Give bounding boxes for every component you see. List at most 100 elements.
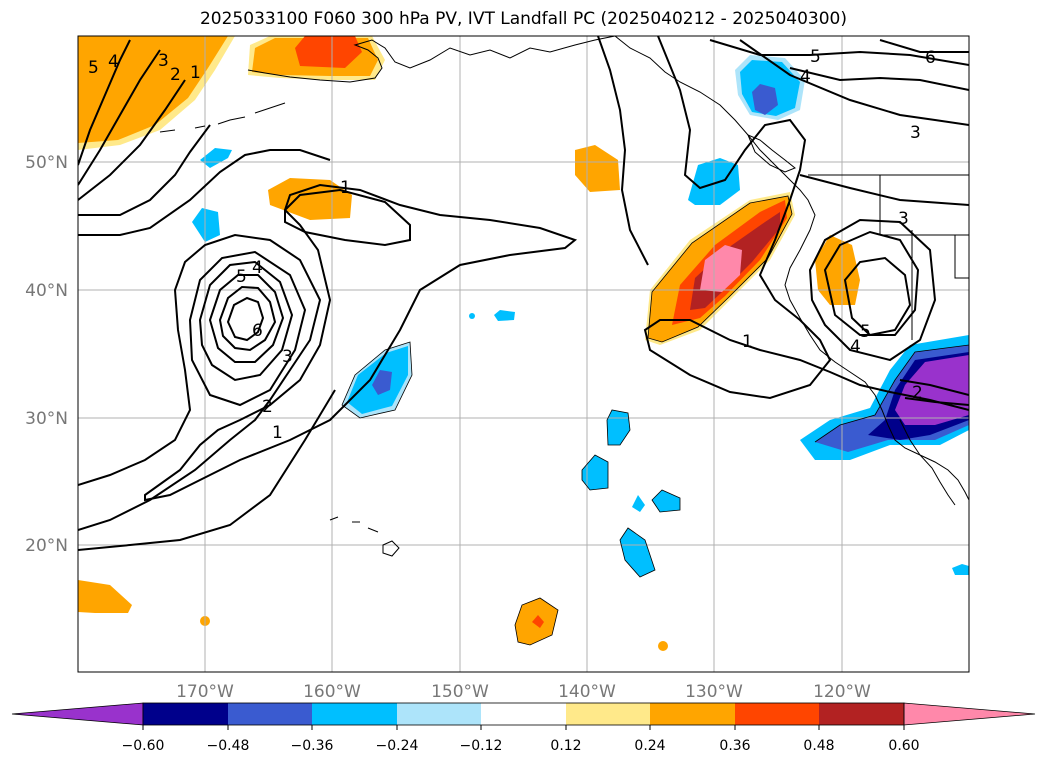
shade-pos-east-small (575, 145, 620, 192)
lon-label-170w: 170°W (176, 682, 234, 702)
outline-island-1 (606, 409, 631, 446)
colorbar-swatch-8 (735, 703, 819, 725)
contour-pv-1-central-lobe (144, 183, 578, 502)
contour-label-central-1: 1 (340, 178, 351, 198)
contour-pv-ring-4 (208, 274, 285, 363)
contour-label-ring-2: 2 (262, 397, 273, 417)
gridlines (78, 36, 969, 672)
shade-neg-island-2 (582, 455, 608, 490)
contour-labels: 5 4 3 2 1 1 5 4 6 3 2 1 5 4 6 3 3 1 5 4 … (88, 47, 936, 443)
contour-pv-east-3 (739, 39, 969, 126)
contour-label-nw-3: 3 (158, 51, 169, 71)
contour-label-east-3b: 3 (898, 209, 909, 229)
contour-label-ring-1: 1 (272, 423, 283, 443)
contour-label-ring-3: 3 (282, 347, 293, 367)
coast-baja (899, 419, 956, 506)
colorbar-label-4: −0.24 (376, 738, 419, 754)
shade-neg-island-3 (620, 528, 655, 577)
shade-neg-mid-blob (494, 310, 515, 321)
shade-pos-south-red (532, 615, 544, 628)
outline-ar (647, 195, 793, 343)
contour-label-ring-6: 6 (252, 321, 263, 341)
contour-label-nw-1: 1 (190, 63, 201, 83)
shading-outlines (341, 195, 969, 646)
contour-label-nw-2: 2 (170, 65, 181, 85)
lon-label-160w: 160°W (303, 682, 361, 702)
contour-label-nw-4: 4 (108, 52, 119, 72)
colorbar-label-5: −0.12 (460, 738, 503, 754)
shade-pos-midwest (268, 178, 352, 220)
colorbar-label-9: 0.48 (803, 738, 834, 754)
lat-label-50n: 50°N (25, 153, 68, 173)
contour-pv-east-3b (799, 174, 969, 206)
contour-pv-3 (78, 79, 186, 201)
colorbar-label-3: −0.36 (291, 738, 334, 754)
contour-pv-low-1 (78, 233, 322, 531)
shade-neg-island-1 (607, 410, 630, 445)
lon-label-120w: 120°W (813, 682, 871, 702)
outline-mid-pacific (341, 341, 413, 419)
colorbar-label-7: 0.24 (634, 738, 665, 754)
contour-pv-east-ring-1 (808, 218, 937, 362)
shade-pos-california (815, 235, 860, 305)
lat-label-20n: 20°N (25, 536, 68, 556)
colorbar-label-10: 0.60 (888, 738, 919, 754)
contour-pv-ring-5 (218, 285, 277, 352)
coast-alaska-south (247, 36, 616, 83)
outline-sw-ar (814, 344, 969, 443)
map-title: 2025033100 F060 300 hPa PV, IVT Landfall… (199, 9, 847, 29)
colorbar-ticks (142, 725, 905, 730)
contour-label-east-2: 2 (912, 383, 923, 403)
shade-pos-nw-corner-core (78, 36, 228, 143)
contour-pv-ring-3 (198, 260, 294, 382)
colorbar: −0.60 −0.48 −0.36 −0.24 −0.12 0.12 0.24 … (11, 702, 1036, 754)
contour-pv-east-lower (899, 379, 969, 406)
shade-neg-island-4 (652, 490, 680, 512)
outline-south-orange (514, 597, 559, 646)
colorbar-swatch-2 (228, 703, 312, 725)
coast-aleutians (159, 102, 286, 133)
contour-label-east-ring-5: 5 (860, 322, 871, 342)
contour-label-ring-5: 5 (236, 267, 247, 287)
shade-pos-sw (78, 580, 132, 613)
shade-neg-west-small (200, 148, 232, 168)
lat-label-40n: 40°N (25, 281, 68, 301)
colorbar-label-8: 0.36 (719, 738, 750, 754)
colorbar-swatch-4 (397, 703, 481, 725)
colorbar-swatch-6 (566, 703, 650, 725)
coastlines (159, 36, 969, 557)
lat-label-30n: 30°N (25, 409, 68, 429)
outline-island-2 (581, 454, 609, 491)
latitude-labels: 50°N 40°N 30°N 20°N (25, 153, 68, 556)
colorbar-label-1: −0.60 (122, 738, 165, 754)
contour-pv-east-5 (709, 39, 969, 66)
contour-pv-4 (78, 49, 161, 186)
contour-label-east-6: 6 (925, 48, 936, 68)
contour-label-east-1: 1 (742, 332, 753, 352)
outline-island-3 (619, 527, 656, 578)
lon-label-150w: 150°W (431, 682, 489, 702)
lon-label-140w: 140°W (558, 682, 616, 702)
shade-neg-alaska-core (752, 84, 778, 115)
shade-neg-dot (469, 313, 475, 319)
contour-pv-ring-2 (188, 250, 307, 407)
contour-pv-east-1 (643, 36, 969, 411)
contour-pv-east-ring-3 (843, 256, 912, 337)
shade-neg-east-small (952, 564, 969, 575)
contour-pv-2 (78, 124, 211, 216)
contour-pv-1-inner (284, 188, 411, 247)
coast-alaska-panhandle (614, 36, 969, 501)
colorbar-swatch-7 (650, 703, 735, 725)
contour-label-nw-5: 5 (88, 58, 99, 78)
longitude-labels: 170°W 160°W 150°W 140°W 130°W 120°W (176, 682, 871, 702)
colorbar-frame (142, 702, 905, 726)
contour-pv-5 (78, 39, 131, 166)
vancouver-island (747, 134, 796, 173)
contour-pv-ring-6 (226, 296, 265, 342)
contour-pv-east-coast-1 (597, 36, 649, 266)
colorbar-label-2: −0.48 (207, 738, 250, 754)
colorbar-swatch-9 (819, 703, 904, 725)
colorbar-swatch-5 (481, 703, 566, 725)
shade-pos-ar-pink (700, 245, 742, 292)
shade-neg-mid-pacific-dark (372, 370, 392, 395)
